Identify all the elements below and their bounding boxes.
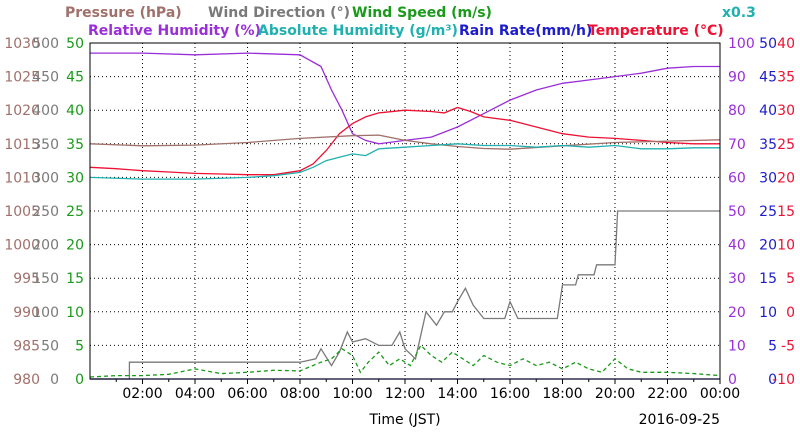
- legend-rain-rate: Rain Rate(mm/h): [459, 23, 592, 39]
- y-tick-label-wind-speed: 50: [66, 36, 84, 52]
- y-tick-label-pressure: 990: [13, 305, 40, 321]
- y-tick-label-pressure: 1030: [4, 36, 40, 52]
- y-tick-label-rain-rate: 10: [759, 305, 777, 321]
- y-tick-label-rain-rate: 25: [759, 204, 777, 220]
- x-tick-label: 10:00: [332, 386, 372, 402]
- y-tick-label-wind-speed: 15: [66, 271, 84, 287]
- x-tick-label: 08:00: [280, 386, 320, 402]
- y-tick-label-wind-direction: 200: [32, 238, 59, 254]
- series-relative-humidity: [90, 52, 720, 145]
- series-absolute-humidity-g-m: [89, 143, 720, 180]
- x-tick-label: 20:00: [595, 386, 635, 402]
- series-pressure-hpa: [89, 134, 721, 150]
- legend-absolute-humidity: Absolute Humidity (g/m³): [258, 23, 458, 39]
- y-tick-label-wind-direction: 450: [32, 70, 59, 86]
- y-tick-label-rain-rate: 50: [759, 36, 777, 52]
- y-tick-label-relative-humidity: 10: [728, 338, 746, 354]
- series-wind-speed-m-s: [89, 344, 721, 378]
- y-tick-label-rain-rate: 30: [759, 170, 777, 186]
- y-tick-label-wind-speed: 10: [66, 305, 84, 321]
- series-group: [89, 52, 721, 380]
- y-tick-label-wind-direction: 0: [50, 372, 59, 388]
- x-tick-label: 22:00: [647, 386, 687, 402]
- x-tick-label: 18:00: [542, 386, 582, 402]
- y-tick-label-relative-humidity: 90: [728, 70, 746, 86]
- y-tick-label-pressure: 1025: [4, 70, 40, 86]
- y-tick-label-temperature: 15: [777, 204, 795, 220]
- x-tick-label: 02:00: [122, 386, 162, 402]
- y-tick-label-rain-rate: 45: [759, 70, 777, 86]
- y-tick-label-wind-speed: 40: [66, 103, 84, 119]
- axes: 02:00 04:00 06:00 08:00 10:00 12:00 14:00 16:00…: [4, 36, 795, 402]
- y-tick-label-temperature: -10: [772, 372, 795, 388]
- y-tick-label-pressure: 995: [13, 271, 40, 287]
- legend-wind-speed: Wind Speed (m/s): [352, 5, 492, 21]
- y-tick-label-pressure: 1000: [4, 238, 40, 254]
- y-tick-label-temperature: 40: [777, 36, 795, 52]
- y-tick-label-wind-speed: 30: [66, 170, 84, 186]
- y-tick-label-wind-direction: 150: [32, 271, 59, 287]
- y-tick-label-wind-speed: 20: [66, 238, 84, 254]
- x-tick-label: 12:00: [385, 386, 425, 402]
- series-wind-direction: [90, 210, 720, 380]
- y-tick-label-wind-speed: 35: [66, 137, 84, 153]
- x-tick-label: 06:00: [227, 386, 267, 402]
- y-tick-label-temperature: 5: [786, 271, 795, 287]
- y-tick-label-wind-speed: 5: [75, 338, 84, 354]
- y-tick-label-pressure: 985: [13, 338, 40, 354]
- y-tick-label-relative-humidity: 30: [728, 271, 746, 287]
- legend-pressure: Pressure (hPa): [65, 5, 182, 21]
- y-tick-label-wind-direction: 500: [32, 36, 59, 52]
- y-tick-label-relative-humidity: 40: [728, 238, 746, 254]
- y-tick-label-wind-direction: 350: [32, 137, 59, 153]
- y-tick-label-temperature: 20: [777, 170, 795, 186]
- legend-x03: x0.3: [722, 5, 756, 21]
- x-axis-title: Time (JST): [368, 412, 440, 428]
- y-tick-label-pressure: 1015: [4, 137, 40, 153]
- y-tick-label-temperature: 35: [777, 70, 795, 86]
- y-tick-label-rain-rate: 15: [759, 271, 777, 287]
- y-tick-label-rain-rate: 0: [768, 372, 777, 388]
- y-tick-label-wind-speed: 45: [66, 70, 84, 86]
- y-tick-label-temperature: 10: [777, 238, 795, 254]
- y-tick-label-rain-rate: 35: [759, 137, 777, 153]
- y-tick-label-pressure: 1010: [4, 170, 40, 186]
- date-label: 2016-09-25: [639, 412, 720, 428]
- x-tick-label: 04:00: [175, 386, 215, 402]
- y-tick-label-pressure: 1020: [4, 103, 40, 119]
- legend-wind-direction: Wind Direction (°): [208, 5, 350, 21]
- series-temperature-c: [89, 106, 720, 176]
- legend-temperature: Temperature (°C): [588, 23, 724, 39]
- y-tick-label-rain-rate: 20: [759, 238, 777, 254]
- x-tick-label: 00:00: [700, 386, 740, 402]
- y-tick-label-wind-direction: 250: [32, 204, 59, 220]
- y-tick-label-wind-direction: 400: [32, 103, 59, 119]
- y-tick-label-wind-direction: 300: [32, 170, 59, 186]
- y-tick-label-rain-rate: 5: [768, 338, 777, 354]
- y-tick-label-temperature: -5: [781, 338, 795, 354]
- x-tick-label: 16:00: [490, 386, 530, 402]
- y-tick-label-relative-humidity: 80: [728, 103, 746, 119]
- y-tick-label-relative-humidity: 20: [728, 305, 746, 321]
- y-tick-label-relative-humidity: 70: [728, 137, 746, 153]
- y-tick-label-relative-humidity: 0: [728, 372, 737, 388]
- y-tick-label-wind-speed: 0: [75, 372, 84, 388]
- y-tick-label-temperature: 0: [786, 305, 795, 321]
- y-tick-label-relative-humidity: 60: [728, 170, 746, 186]
- y-tick-label-relative-humidity: 100: [728, 36, 755, 52]
- y-tick-label-pressure: 980: [13, 372, 40, 388]
- legend-relative-humidity: Relative Humidity (%): [88, 23, 261, 39]
- y-tick-label-temperature: 30: [777, 103, 795, 119]
- y-tick-label-wind-speed: 25: [66, 204, 84, 220]
- y-tick-label-pressure: 1005: [4, 204, 40, 220]
- y-tick-label-wind-direction: 100: [32, 305, 59, 321]
- y-tick-label-rain-rate: 40: [759, 103, 777, 119]
- y-tick-label-temperature: 25: [777, 137, 795, 153]
- x-tick-label: 14:00: [437, 386, 477, 402]
- plot-frame: [89, 42, 721, 380]
- y-tick-label-wind-direction: 50: [41, 338, 59, 354]
- y-tick-label-relative-humidity: 50: [728, 204, 746, 220]
- grid: [90, 43, 720, 379]
